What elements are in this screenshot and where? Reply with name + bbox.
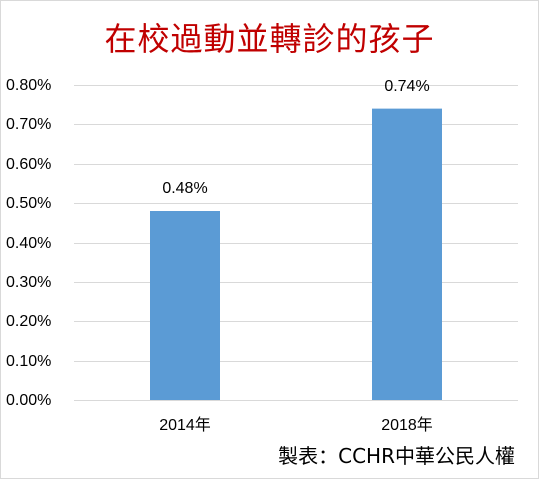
chart-title: 在校過動並轉診的孩子 [104,20,435,58]
data-label: 0.48% [162,180,208,197]
source-credit: 製表：CCHR中華公民人權 [278,444,515,468]
y-tick-label: 0.80% [6,76,52,94]
x-tick-label: 2018年 [381,417,433,434]
y-tick-label: 0.70% [6,115,52,133]
data-label: 0.74% [384,77,430,95]
y-tick-label: 0.60% [6,155,52,173]
bar [150,211,220,400]
y-tick-label: 0.50% [6,194,52,212]
y-tick-label: 0.30% [6,273,52,291]
bar [372,108,442,400]
y-tick-label: 0.40% [6,234,52,252]
y-tick-label: 0.20% [6,312,52,330]
y-tick-label: 0.00% [6,391,52,409]
y-tick-label: 0.10% [6,352,52,370]
x-tick-label: 2014年 [159,417,211,434]
